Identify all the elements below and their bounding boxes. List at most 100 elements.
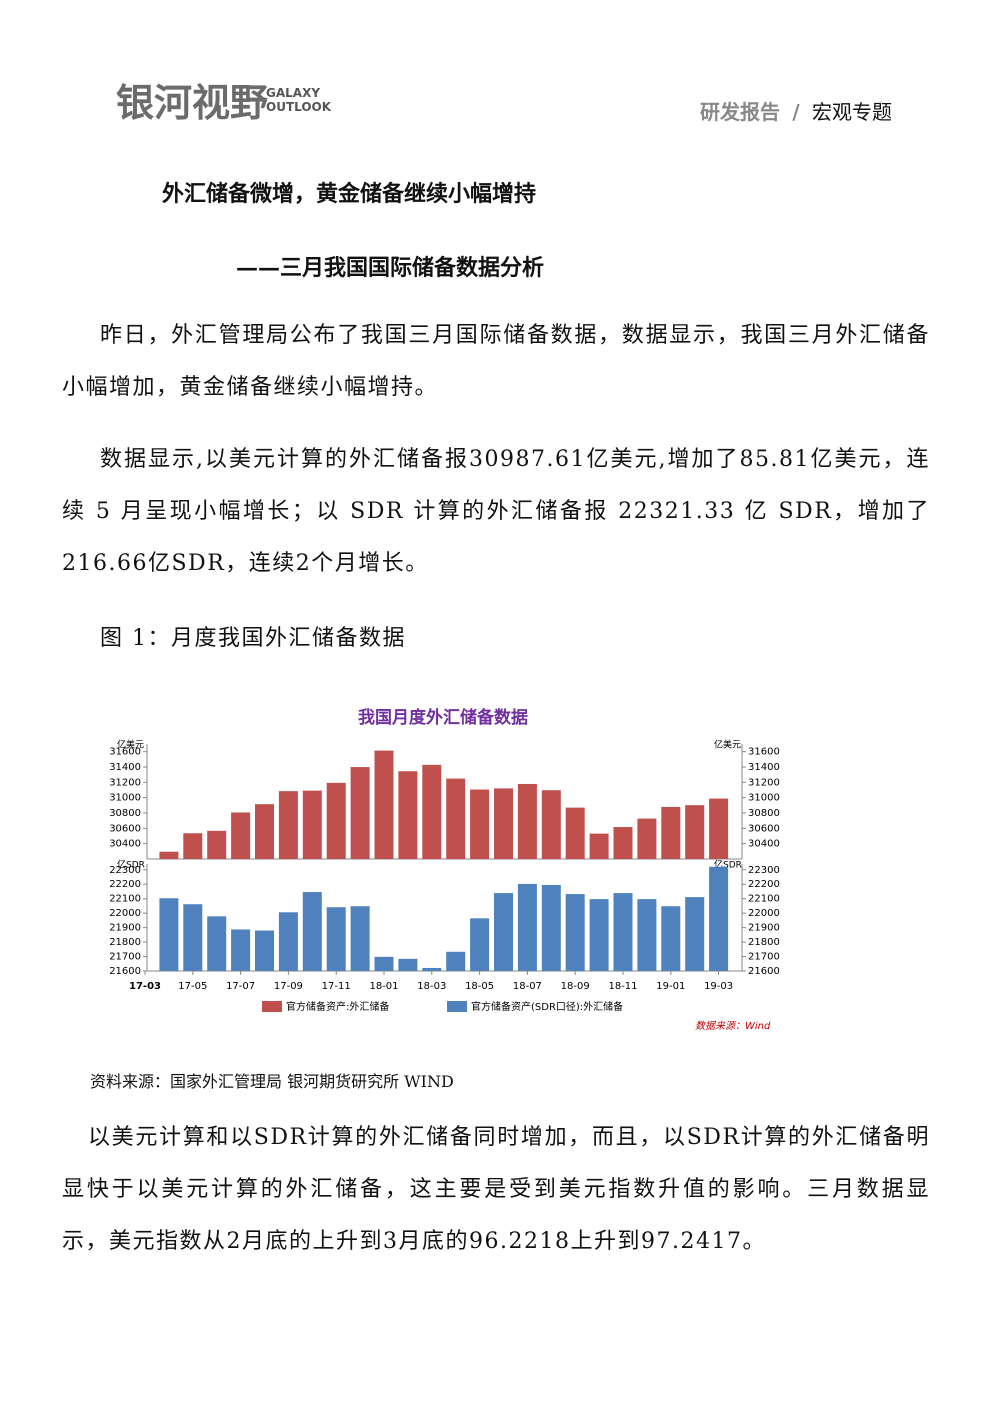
title: 外汇储备微增，黄金储备继续小幅增持 [162,181,537,207]
bar [302,892,322,971]
bar [517,783,537,859]
bar [398,771,418,859]
y-tick-label: 31600 [748,747,780,758]
y-tick-label: 31000 [748,793,780,804]
y-tick-label: 21900 [109,923,141,934]
y-tick-label: 21700 [109,952,141,963]
y-tick-label: 21800 [109,937,141,948]
y-tick-label: 30400 [109,839,141,850]
bar [207,830,227,859]
bar [446,778,466,859]
bar [565,807,585,859]
logo-en-line: OUTLOOK [266,100,332,114]
y-tick-label: 22000 [748,908,780,919]
chart-note: 数据来源：Wind [695,1020,771,1032]
y-tick-label: 22100 [748,894,780,905]
y-tick-label: 30800 [109,808,141,819]
y-tick-label: 30600 [109,823,141,834]
bar [470,918,490,971]
x-tick-label: 17-07 [226,981,255,992]
y-tick-label: 22000 [109,908,141,919]
bar [613,893,633,971]
legend-swatch [262,1001,282,1012]
y-tick-label: 31000 [109,793,141,804]
logo-cn: 银河视野 [116,81,269,125]
y-tick-label: 22200 [109,879,141,890]
bar [565,894,585,971]
y-tick-label: 22100 [109,894,141,905]
bar [517,883,537,971]
logo-en: GALAXY OUTLOOK [266,86,331,114]
bar [637,818,657,859]
header-category: 研发报告 [700,100,780,124]
bar [470,789,490,859]
paragraph: 数据显示,以美元计算的外汇储备报30987.61亿美元,增加了85.81亿美元，… [62,447,930,576]
figure-caption: 图 1：月度我国外汇储备数据 [100,626,406,651]
bar [207,916,227,971]
x-tick-label: 18-11 [608,981,637,992]
bar [398,958,418,971]
bar [494,893,513,971]
y-tick-label: 21800 [748,937,780,948]
y-tick-label: 22200 [748,879,780,890]
bar [374,750,394,859]
bar [231,812,251,859]
y-tick-label: 22300 [748,865,780,876]
x-tick-label: 17-03 [129,981,161,992]
legend-label: 官方储备资产(SDR口径):外汇储备 [471,1000,623,1013]
bar [278,791,298,859]
x-tick-label: 17-05 [178,981,207,992]
subtitle: ——三月我国国际储备数据分析 [236,255,545,281]
y-tick-label: 31200 [748,777,780,788]
bar [494,788,513,859]
y-tick-label: 21600 [109,966,141,977]
bar [422,764,442,859]
x-tick-label: 18-05 [465,981,494,992]
bar [709,798,729,859]
bar [326,782,346,859]
y-tick-label: 31200 [109,777,141,788]
bar [159,851,179,859]
bar [350,906,370,971]
y-tick-label: 31400 [109,762,141,773]
bar [302,790,322,859]
bar [637,899,657,971]
bar [255,930,274,971]
bar [541,790,561,859]
bar [183,833,203,859]
x-tick-label: 19-03 [704,981,733,992]
x-tick-label: 18-09 [561,981,590,992]
y-tick-label: 30600 [748,823,780,834]
header-topic: 宏观专题 [812,100,893,124]
bar [422,967,442,971]
y-tick-label: 22300 [109,865,141,876]
paragraph: 昨日，外汇管理局公布了我国三月国际储备数据，数据显示，我国三月外汇储备小幅增加，… [62,323,930,400]
y-axis-unit: 亿美元 [117,739,144,751]
x-tick-label: 17-11 [322,981,351,992]
bar [661,806,681,859]
header-right: 研发报告 / 宏观专题 [700,96,892,125]
y-axis-unit: 亿美元 [714,739,741,751]
x-tick-label: 17-09 [274,981,303,992]
logo-en-line: GALAXY [266,86,321,100]
y-tick-label: 31600 [109,747,141,758]
bar [446,951,466,971]
x-tick-label: 18-01 [369,981,398,992]
bar [541,884,561,971]
bar [326,907,346,971]
bar [589,833,609,859]
bar [350,767,370,859]
header-separator: / [792,100,800,124]
bar [278,912,298,971]
x-tick-label: 18-07 [513,981,542,992]
bar [685,805,705,859]
y-tick-label: 30800 [748,808,780,819]
legend-swatch [447,1001,467,1012]
y-tick-label: 30400 [748,839,780,850]
x-tick-label: 19-01 [656,981,685,992]
y-tick-label: 21700 [748,952,780,963]
y-tick-label: 31400 [748,762,780,773]
y-tick-label: 21600 [748,966,780,977]
